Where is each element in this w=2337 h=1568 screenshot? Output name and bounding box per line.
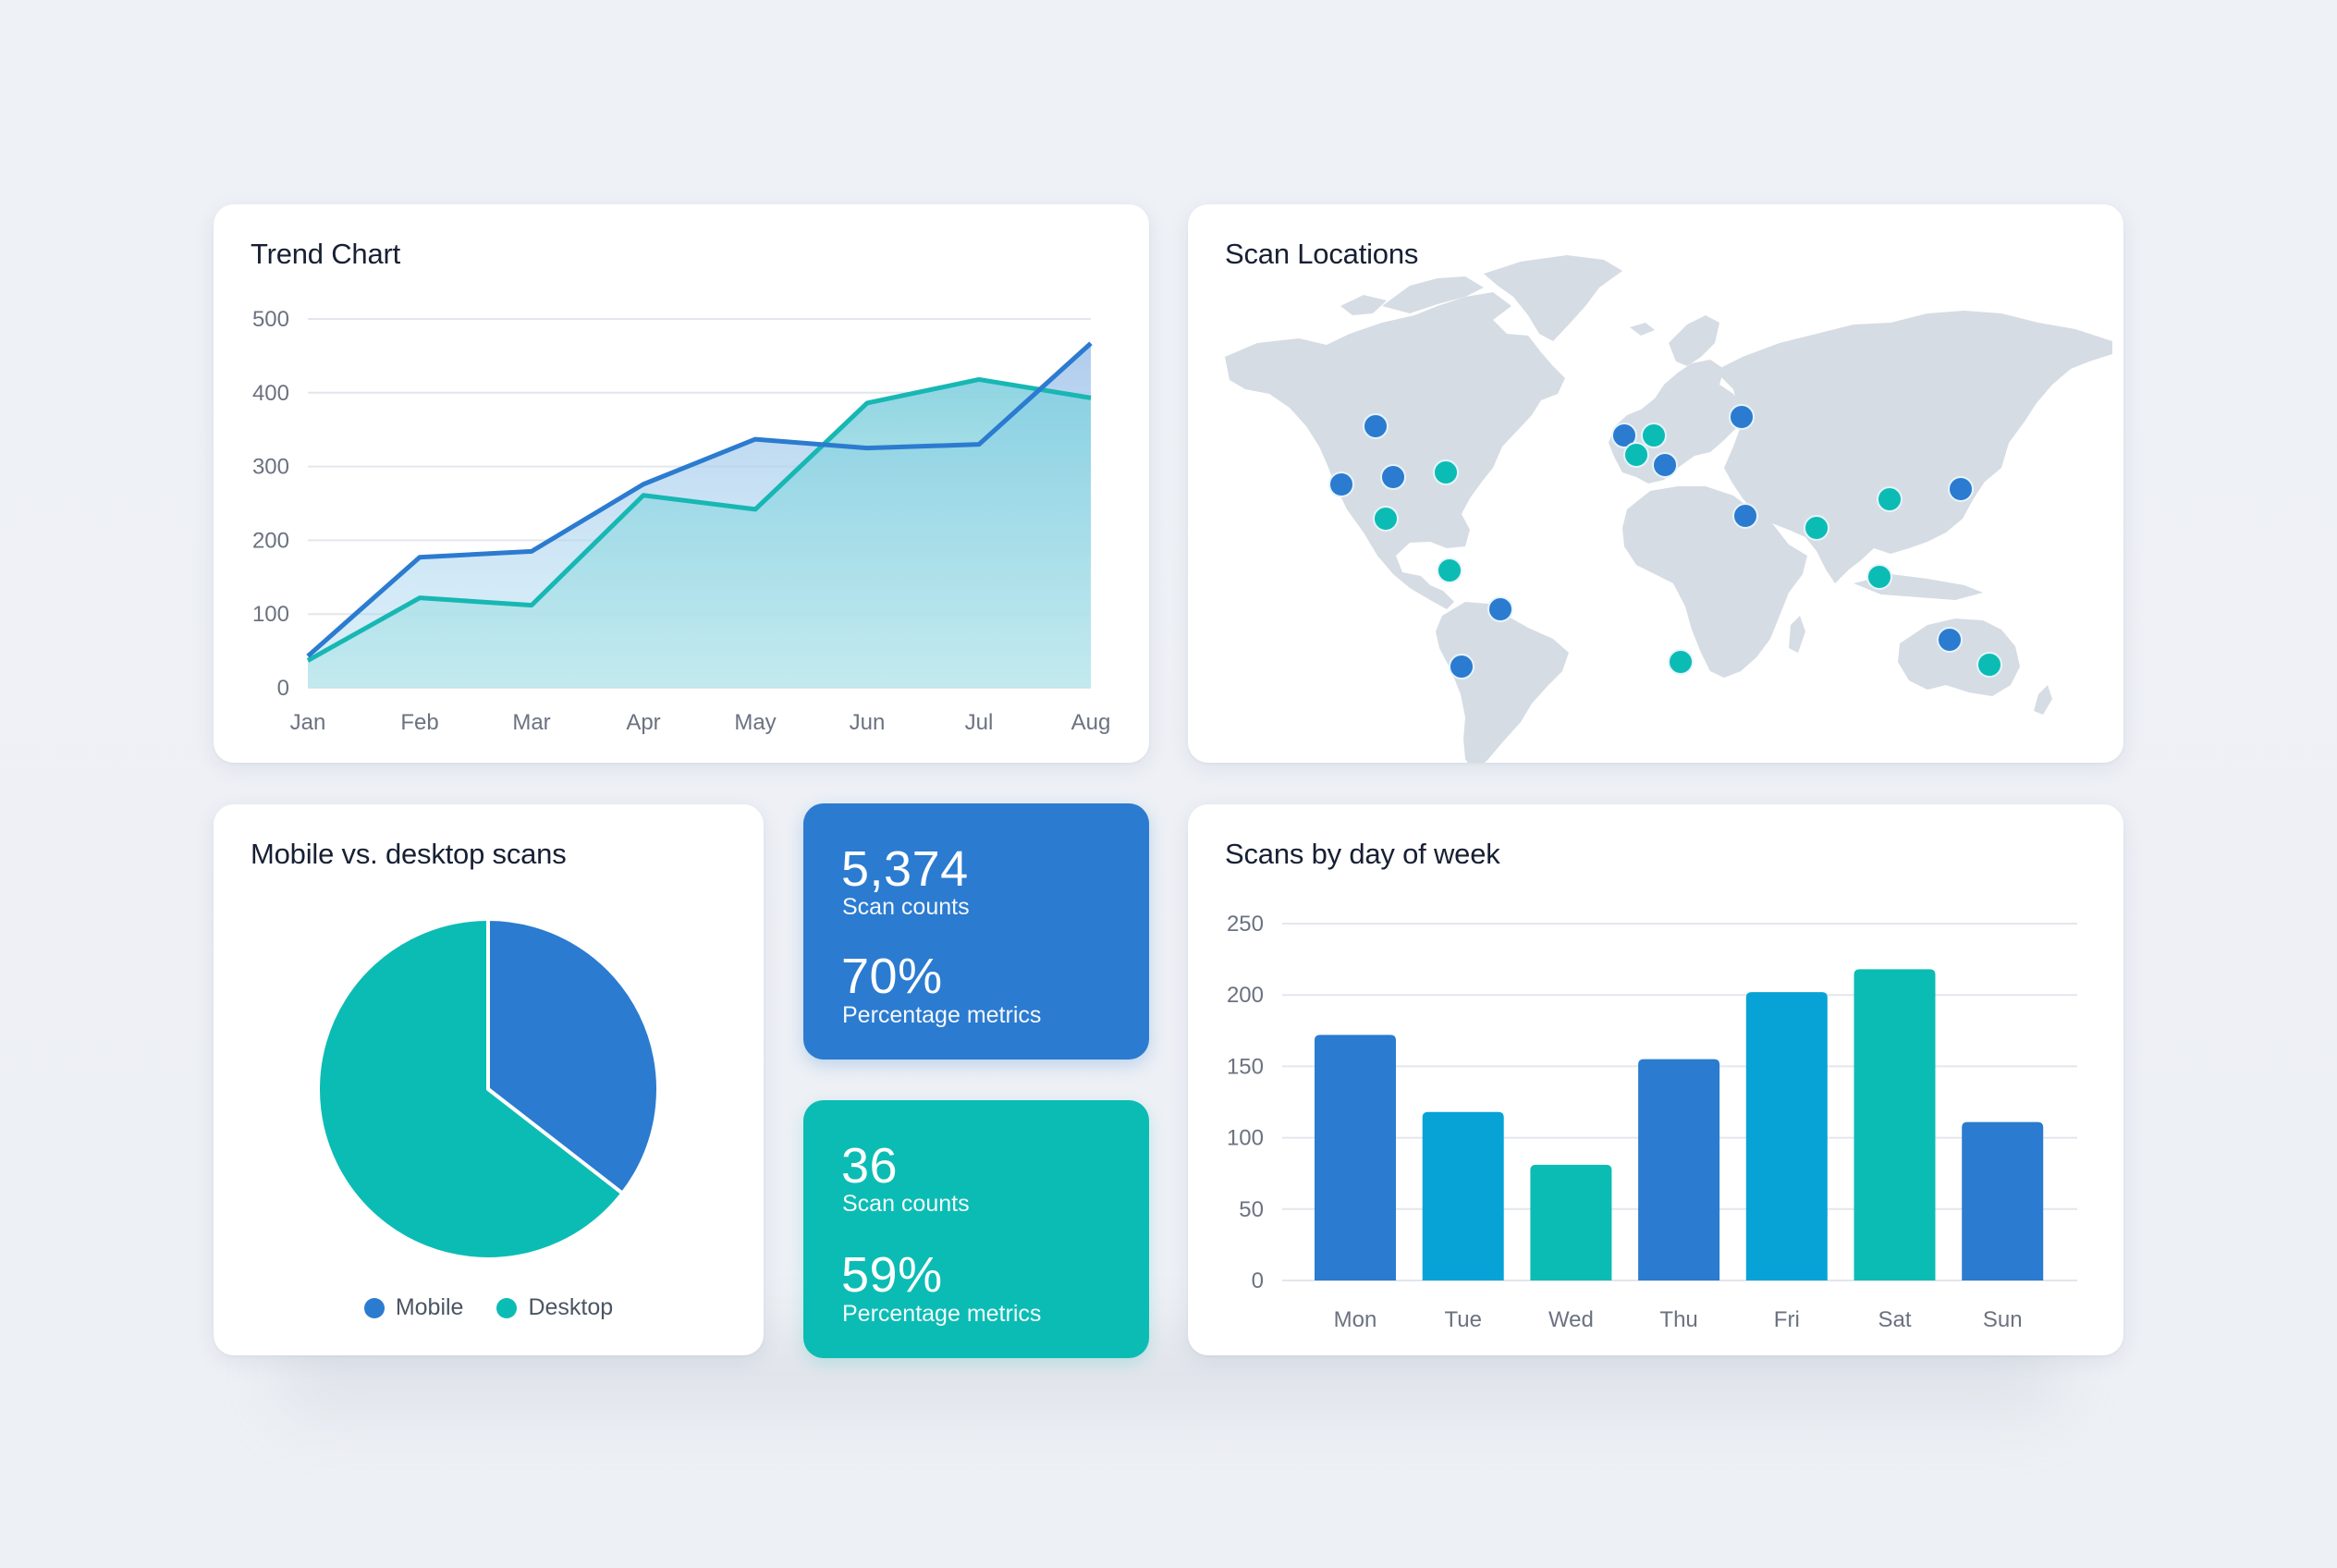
scan-count-value: 36 xyxy=(841,1138,899,1194)
y-axis-label: 0 xyxy=(277,676,289,701)
location-marker-icon[interactable] xyxy=(1976,652,2002,678)
teal-area-tint xyxy=(308,379,1091,688)
y-axis-label: 150 xyxy=(1227,1054,1264,1079)
y-axis-label: 250 xyxy=(1227,912,1264,937)
scan-locations-card: Scan Locations xyxy=(1188,204,2123,763)
legend-label-mobile: Mobile xyxy=(395,1294,464,1320)
x-axis-label: Feb xyxy=(400,710,438,735)
pie-legend: Mobile Desktop xyxy=(214,1294,764,1321)
pie-slice-desktop[interactable] xyxy=(316,917,625,1261)
mobile-legend-dot-icon xyxy=(363,1297,385,1318)
location-marker-icon[interactable] xyxy=(1877,486,1903,512)
legend-item-mobile[interactable]: Mobile xyxy=(363,1294,464,1321)
scan-locations-title: Scan Locations xyxy=(1225,238,1419,270)
y-axis-label: 0 xyxy=(1252,1268,1264,1293)
bar-tue[interactable] xyxy=(1422,1111,1504,1280)
x-axis-label: Mon xyxy=(1334,1307,1377,1332)
y-axis-label: 500 xyxy=(252,307,289,332)
y-axis-label: 50 xyxy=(1239,1197,1264,1222)
bar-wed[interactable] xyxy=(1530,1164,1612,1280)
bar-chart-title: Scans by day of week xyxy=(1225,838,1500,870)
location-marker-icon[interactable] xyxy=(1611,423,1637,448)
location-marker-icon[interactable] xyxy=(1729,404,1755,430)
location-marker-icon[interactable] xyxy=(1380,464,1406,490)
x-axis-label: Tue xyxy=(1444,1307,1481,1332)
trend-line-chart: 0 100 200 300 400 500 Jan Feb Mar Apr May Jun Jul Aug xyxy=(252,307,1111,735)
location-marker-icon[interactable] xyxy=(1433,459,1459,485)
y-axis-label: 200 xyxy=(1227,983,1264,1008)
y-axis-label: 300 xyxy=(252,455,289,480)
blue-series-line xyxy=(306,341,1093,658)
percentage-value: 70% xyxy=(841,949,943,1004)
x-axis-label: May xyxy=(734,710,776,735)
location-marker-icon[interactable] xyxy=(1623,442,1649,468)
x-axis-label: Thu xyxy=(1659,1307,1697,1332)
location-marker-icon[interactable] xyxy=(1449,654,1474,680)
desktop-legend-dot-icon xyxy=(496,1297,518,1318)
world-map-land xyxy=(1225,255,2112,763)
teal-area xyxy=(308,379,1091,688)
x-axis-label: Mar xyxy=(512,710,550,735)
location-marker-icon[interactable] xyxy=(1437,557,1462,583)
legend-label-desktop: Desktop xyxy=(528,1294,614,1320)
bar-thu[interactable] xyxy=(1638,1059,1720,1280)
location-marker-icon[interactable] xyxy=(1641,423,1667,448)
percentage-label: Percentage metrics xyxy=(842,1301,1042,1327)
percentage-label: Percentage metrics xyxy=(842,1002,1042,1028)
mobile-desktop-card: Mobile vs. desktop scans Mobile Desktop xyxy=(214,804,764,1355)
location-marker-icon[interactable] xyxy=(1328,472,1354,497)
pie-slice-mobile[interactable] xyxy=(486,917,660,1195)
location-marker-icon[interactable] xyxy=(1866,564,1892,590)
location-marker-icon[interactable] xyxy=(1487,596,1513,622)
x-axis-label: Wed xyxy=(1548,1307,1594,1332)
bar-fri[interactable] xyxy=(1745,992,1828,1280)
location-marker-icon[interactable] xyxy=(1668,649,1694,675)
trend-chart-card: Trend Chart 0 100 200 300 400 500 Jan Feb Mar Apr… xyxy=(214,204,1149,763)
x-axis-label: Fri xyxy=(1774,1307,1800,1332)
y-axis-label: 100 xyxy=(1227,1126,1264,1151)
y-axis-label: 400 xyxy=(252,381,289,406)
location-marker-icon[interactable] xyxy=(1652,452,1678,478)
x-axis-label: Apr xyxy=(626,710,660,735)
trend-chart-title: Trend Chart xyxy=(251,238,401,270)
world-map xyxy=(1225,255,2112,763)
x-axis-label: Jun xyxy=(850,710,886,735)
scan-count-label: Scan counts xyxy=(842,1191,970,1217)
y-axis-label: 200 xyxy=(252,528,289,553)
bar-mon[interactable] xyxy=(1315,1035,1396,1280)
bar-sun[interactable] xyxy=(1962,1121,2044,1280)
x-axis-label: Sun xyxy=(1983,1307,2023,1332)
y-axis-label: 100 xyxy=(252,602,289,627)
scan-count-value: 5,374 xyxy=(841,841,969,897)
location-marker-icon[interactable] xyxy=(1363,413,1389,439)
legend-item-desktop[interactable]: Desktop xyxy=(496,1294,613,1321)
location-markers xyxy=(1328,404,2002,680)
scan-count-stat-card-secondary: 36 Scan counts 59% Percentage metrics xyxy=(803,1100,1149,1358)
scans-by-day-card: Scans by day of week 0 50 100 150 200 250 Mon T… xyxy=(1188,804,2123,1355)
x-axis-label: Jan xyxy=(290,710,326,735)
teal-series-line xyxy=(306,376,1092,663)
x-axis-label: Jul xyxy=(965,710,994,735)
location-marker-icon[interactable] xyxy=(1373,506,1399,532)
location-marker-icon[interactable] xyxy=(1804,515,1829,541)
location-marker-icon[interactable] xyxy=(1937,627,1963,653)
x-axis-label: Aug xyxy=(1071,710,1111,735)
x-axis-label: Sat xyxy=(1878,1307,1911,1332)
pie-chart-title: Mobile vs. desktop scans xyxy=(251,838,567,870)
location-marker-icon[interactable] xyxy=(1732,503,1758,529)
scans-by-day-bar-chart: 0 50 100 150 200 250 Mon Tue Wed Thu Fri Sat Sun xyxy=(1227,912,2077,1332)
mobile-desktop-pie-chart xyxy=(316,917,660,1261)
bar-sat[interactable] xyxy=(1854,969,1936,1280)
percentage-value: 59% xyxy=(841,1247,943,1303)
scan-count-stat-card: 5,374 Scan counts 70% Percentage metrics xyxy=(803,803,1149,1060)
location-marker-icon[interactable] xyxy=(1948,476,1974,502)
scan-count-label: Scan counts xyxy=(842,894,970,920)
